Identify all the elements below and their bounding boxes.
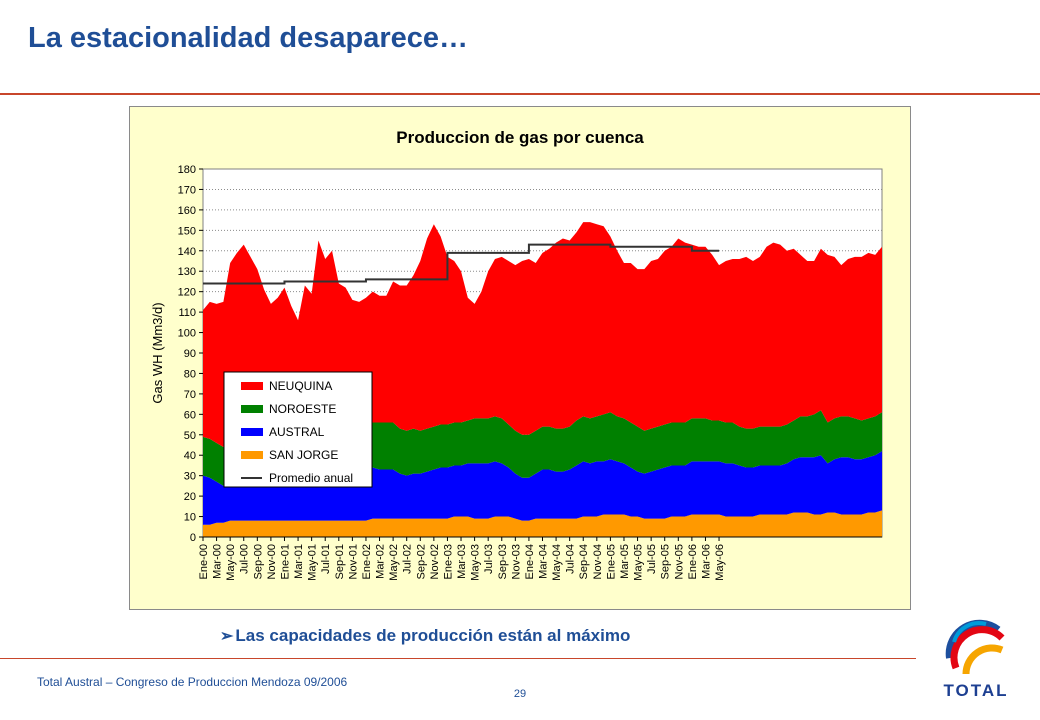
bullet-text: Las capacidades de producción están al m… — [235, 626, 631, 645]
x-tick-label: Sep-01 — [334, 544, 346, 579]
title-rule — [0, 93, 1040, 95]
page-number: 29 — [513, 688, 527, 700]
legend-label-promedio-anual: Promedio anual — [269, 471, 353, 485]
x-tick-label: Nov-02 — [429, 544, 441, 579]
total-logo: TOTAL — [936, 610, 1026, 705]
legend-label-austral: AUSTRAL — [269, 425, 325, 439]
y-tick-label: 130 — [178, 266, 196, 278]
y-tick-label: 50 — [184, 430, 196, 442]
x-tick-label: Ene-04 — [524, 544, 536, 579]
legend-swatch-austral — [241, 428, 263, 436]
legend-label-san-jorge: SAN JORGE — [269, 448, 338, 462]
x-tick-label: Nov-01 — [347, 544, 359, 579]
legend: NEUQUINA NOROESTE AUSTRAL SAN JORGE Promedio… — [223, 371, 373, 488]
x-tick-label: Nov-04 — [592, 544, 604, 579]
x-tick-label: May-05 — [633, 544, 645, 581]
x-tick-label: Mar-00 — [212, 544, 224, 579]
y-tick-label: 160 — [178, 205, 196, 217]
slide-title: La estacionalidad desaparece… — [28, 22, 469, 54]
x-tick-label: Ene-00 — [198, 544, 210, 579]
y-tick-label: 40 — [184, 450, 196, 462]
x-tick-label: Mar-03 — [456, 544, 468, 579]
x-tick-label: Nov-00 — [266, 544, 278, 579]
x-tick-label: Ene-02 — [361, 544, 373, 579]
y-tick-label: 120 — [178, 287, 196, 299]
x-tick-label: May-00 — [225, 544, 237, 581]
x-tick-label: Ene-01 — [279, 544, 291, 579]
y-tick-label: 0 — [190, 532, 196, 544]
x-tick-label: Jul-03 — [483, 544, 495, 574]
line-layer — [203, 243, 720, 285]
legend-swatch-neuquina — [241, 382, 263, 390]
y-tick-label: 30 — [184, 471, 196, 483]
x-tick-label: Ene-05 — [605, 544, 617, 579]
x-tick-label: May-06 — [714, 544, 726, 581]
x-tick-label: Jul-01 — [320, 544, 332, 574]
line-series-promedio-anual — [203, 243, 720, 285]
x-tick-label: May-04 — [551, 544, 563, 581]
y-tick-label: 60 — [184, 409, 196, 421]
legend-swatch-noroeste — [241, 405, 263, 413]
x-tick-label: Mar-06 — [700, 544, 712, 579]
area-layer — [203, 222, 882, 537]
x-tick-label: Mar-01 — [293, 544, 305, 579]
x-tick-label: May-02 — [388, 544, 400, 581]
x-tick-label: Nov-05 — [673, 544, 685, 579]
y-tick-label: 10 — [184, 512, 196, 524]
y-tick-label: 150 — [178, 225, 196, 237]
total-logo-icon: TOTAL — [943, 618, 1008, 700]
x-tick-label: Mar-05 — [619, 544, 631, 579]
x-tick-label: Sep-05 — [660, 544, 672, 579]
x-tick-label: Jul-00 — [239, 544, 251, 574]
y-tick-label: 70 — [184, 389, 196, 401]
x-tick-label: Nov-03 — [510, 544, 522, 579]
x-tick-label: Mar-04 — [538, 544, 550, 579]
arrow-bullet-icon: ➢ — [220, 628, 234, 645]
area-series-neuquina — [203, 222, 882, 448]
y-tick-label: 100 — [178, 328, 196, 340]
y-axis-label: Gas WH (Mm3/d) — [150, 302, 165, 403]
y-tick-label: 80 — [184, 368, 196, 380]
logo-text: TOTAL — [943, 681, 1008, 700]
area-series-san-jorge — [203, 510, 882, 537]
y-tick-label: 170 — [178, 184, 196, 196]
legend-label-neuquina: NEUQUINA — [269, 379, 332, 393]
legend-label-noroeste: NOROESTE — [269, 402, 336, 416]
x-tick-label: May-03 — [470, 544, 482, 581]
x-tick-label: May-01 — [307, 544, 319, 581]
chart-svg: Produccion de gas por cuenca 0 10 20 30 40 50… — [150, 128, 883, 581]
y-tick-label: 20 — [184, 491, 196, 503]
footer-text: Total Austral – Congreso de Produccion M… — [37, 675, 348, 689]
x-tick-label: Mar-02 — [375, 544, 387, 579]
x-tick-label: Sep-04 — [578, 544, 590, 579]
x-tick-label: Jul-04 — [565, 544, 577, 574]
x-tick-label: Ene-06 — [687, 544, 699, 579]
y-tick-label: 90 — [184, 348, 196, 360]
x-tick-label: Sep-03 — [497, 544, 509, 579]
bullet-point: ➢ Las capacidades de producción están al … — [220, 626, 630, 646]
x-tick-label: Jul-02 — [402, 544, 414, 574]
legend-swatch-san-jorge — [241, 451, 263, 459]
y-axis: 0 10 20 30 40 50 60 70 80 90 100 110 120 130 140 150 160… — [178, 164, 203, 544]
x-tick-label: Sep-00 — [252, 544, 264, 579]
footer-rule — [0, 658, 916, 659]
x-tick-label: Ene-03 — [442, 544, 454, 579]
x-tick-label: Jul-05 — [646, 544, 658, 574]
area-series-austral — [203, 451, 882, 525]
y-tick-label: 180 — [178, 164, 196, 176]
y-tick-label: 110 — [178, 307, 196, 319]
x-tick-label: Sep-02 — [415, 544, 427, 579]
area-series-noroeste — [203, 410, 882, 486]
x-axis: Ene-00 Mar-00 May-00 Jul-00 Sep-00 Nov-00 Ene-… — [198, 536, 882, 581]
y-tick-label: 140 — [178, 246, 196, 258]
chart-title: Produccion de gas por cuenca — [396, 128, 644, 147]
chart-frame: Produccion de gas por cuenca 0 10 20 30 40 50… — [129, 106, 911, 610]
